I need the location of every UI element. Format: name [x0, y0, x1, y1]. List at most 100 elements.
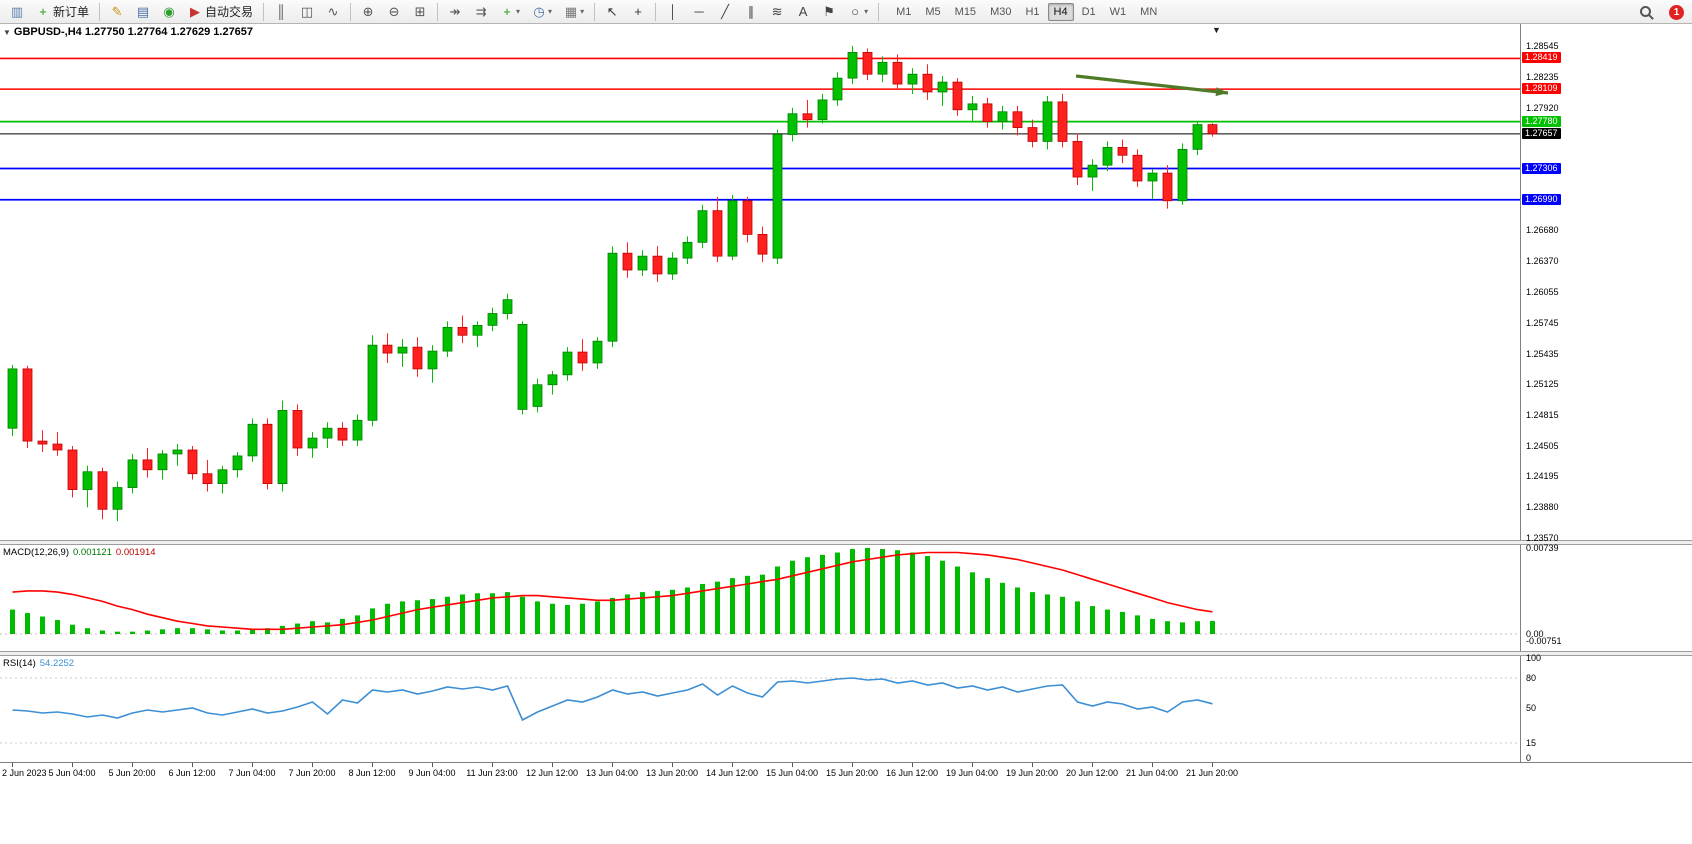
chart-window-icon[interactable]: ▥ — [5, 1, 29, 23]
timeframe-d1[interactable]: D1 — [1081, 5, 1096, 18]
macd-histogram-bar — [445, 596, 450, 634]
quill-icon[interactable]: ✎ — [105, 1, 129, 23]
auto-scroll-icon: ↠ — [449, 3, 461, 19]
candle-body — [367, 344, 378, 421]
timeframe-h1[interactable]: H1 — [1025, 5, 1040, 18]
macd-histogram-bar — [790, 560, 795, 634]
time-tick — [1152, 763, 1153, 767]
print-icon[interactable]: ▤ — [131, 1, 155, 23]
tile-windows-icon[interactable]: ⊞ — [408, 1, 432, 23]
rsi-scale-label: 15 — [1526, 738, 1537, 748]
candlestick-chart[interactable] — [0, 24, 1520, 540]
macd-histogram-bar — [535, 601, 540, 634]
macd-histogram-bar — [1075, 601, 1080, 634]
crosshair-icon[interactable]: + — [626, 1, 650, 23]
candle-body — [232, 455, 243, 471]
cursor-icon[interactable]: ↖ — [600, 1, 624, 23]
vertical-line-icon[interactable]: │ — [661, 1, 685, 23]
auto-trading-button[interactable]: ▶ 自动交易 — [183, 1, 258, 23]
rsi-scale[interactable]: 100 80 50 15 0 — [1520, 653, 1692, 763]
toolbar: ▥ + 新订单 ✎ ▤ ◉ ▶ 自动交易 ║ ◫ ∿ ⊕ ⊖ ⊞ ↠ ⇉ + ▾ ◷ ▾ ▦ ▾ ↖ + │ ─ ╱ ∥ ≋ A ⚑ ○ ▾ M1… — [0, 0, 1692, 24]
timeframe-m15[interactable]: M15 — [954, 5, 977, 18]
macd-histogram-bar — [400, 601, 405, 634]
trend-arrow-annotation[interactable] — [1075, 74, 1229, 95]
trendline-icon[interactable]: ╱ — [713, 1, 737, 23]
macd-histogram-bar — [1015, 587, 1020, 634]
panel-splitter[interactable] — [0, 540, 1692, 545]
arrows-shapes-icon[interactable]: ○ ▾ — [843, 1, 873, 23]
panel-splitter[interactable] — [0, 651, 1692, 656]
chart-shift-icon: ⇉ — [475, 3, 487, 19]
community-icon: ◉ — [163, 3, 175, 19]
candle-body — [127, 459, 138, 488]
rsi-line — [12, 677, 1213, 722]
templates-icon[interactable]: ▦ ▾ — [559, 1, 589, 23]
macd-histogram-bar — [1165, 621, 1170, 634]
timeframe-w1[interactable]: W1 — [1109, 5, 1127, 18]
chart-window-icon: ▥ — [10, 3, 24, 19]
timeframe-m1[interactable]: M1 — [896, 5, 912, 18]
horizontal-line-icon[interactable]: ─ — [687, 1, 711, 23]
periods-icon: ◷ — [533, 3, 545, 19]
price-level-badge: 1.27657 — [1522, 127, 1561, 139]
macd-scale[interactable]: 0.00739 0.00 -0.00751 — [1520, 543, 1692, 651]
macd-histogram-bar — [430, 599, 435, 634]
search-icon[interactable] — [1640, 5, 1653, 19]
macd-histogram-bar — [880, 549, 885, 634]
time-label: 21 Jun 20:00 — [1185, 768, 1239, 778]
timeframe-m30[interactable]: M30 — [990, 5, 1012, 18]
text-icon[interactable]: A — [791, 1, 815, 23]
toolbar-separator — [263, 2, 265, 21]
new-order-button[interactable]: + 新订单 — [31, 1, 94, 23]
auto-trading-button-label: 自动交易 — [205, 5, 254, 19]
rsi-value: 54.2252 — [39, 658, 75, 669]
candle-body — [682, 241, 693, 259]
channel-icon[interactable]: ∥ — [739, 1, 763, 23]
price-scale[interactable]: 1.28545 1.28235 1.27920 1.26680 1.26370 1.260… — [1520, 24, 1692, 543]
auto-scroll-icon[interactable]: ↠ — [443, 1, 467, 23]
macd-histogram-bar — [385, 603, 390, 634]
fibonacci-icon[interactable]: ≋ — [765, 1, 789, 23]
chart-shift-icon[interactable]: ⇉ — [469, 1, 493, 23]
macd-chart[interactable] — [0, 545, 1520, 651]
macd-histogram-bar — [1030, 592, 1035, 634]
bar-chart-icon[interactable]: ║ — [269, 1, 293, 23]
time-tick — [12, 763, 13, 767]
time-label: 13 Jun 20:00 — [645, 768, 699, 778]
text-label-icon[interactable]: ⚑ — [817, 1, 841, 23]
candle-body — [757, 233, 768, 255]
macd-histogram-bar — [370, 608, 375, 634]
macd-histogram-bar — [175, 628, 180, 634]
chart-menu-icon[interactable]: ▼ — [3, 28, 11, 37]
zoom-in-icon[interactable]: ⊕ — [356, 1, 380, 23]
community-icon[interactable]: ◉ — [157, 1, 181, 23]
notification-badge[interactable]: 1 — [1669, 4, 1684, 20]
timeframe-h4[interactable]: H4 — [1047, 2, 1074, 21]
rsi-panel[interactable]: RSI(14) 54.2252 100 80 50 15 0 — [0, 653, 1692, 763]
periods-icon[interactable]: ◷ ▾ — [527, 1, 557, 23]
chart-shift-marker-icon[interactable]: ▼ — [1212, 25, 1221, 35]
zoom-out-icon[interactable]: ⊖ — [382, 1, 406, 23]
main-chart-panel[interactable]: ▼ GBPUSD-,H4 1.27750 1.27764 1.27629 1.27… — [0, 24, 1692, 543]
line-chart-icon[interactable]: ∿ — [321, 1, 345, 23]
indicators-icon[interactable]: + ▾ — [495, 1, 525, 23]
rsi-scale-label: 50 — [1526, 703, 1537, 713]
toolbar-separator — [350, 2, 352, 21]
candle-body — [892, 61, 903, 85]
macd-histogram-bar — [160, 629, 165, 634]
time-label: 13 Jun 04:00 — [585, 768, 639, 778]
macd-panel[interactable]: MACD(12,26,9) 0.001121 0.001914 0.00739 0.0… — [0, 543, 1692, 651]
candle-body — [802, 113, 813, 121]
price-level-badge: 1.28419 — [1522, 52, 1561, 64]
timeframe-m5[interactable]: M5 — [925, 5, 941, 18]
candlestick-chart-icon[interactable]: ◫ — [295, 1, 319, 23]
time-axis[interactable]: 2 Jun 2023 5 Jun 04:00 5 Jun 20:00 6 Jun 12… — [0, 762, 1692, 782]
candle-body — [262, 423, 273, 485]
price-tick-label: 1.28545 — [1526, 41, 1559, 51]
timeframe-mn[interactable]: MN — [1140, 5, 1158, 18]
quill-icon: ✎ — [111, 3, 123, 19]
macd-histogram-bar — [850, 549, 855, 634]
rsi-chart[interactable] — [0, 656, 1520, 762]
macd-histogram-bar — [925, 556, 930, 634]
